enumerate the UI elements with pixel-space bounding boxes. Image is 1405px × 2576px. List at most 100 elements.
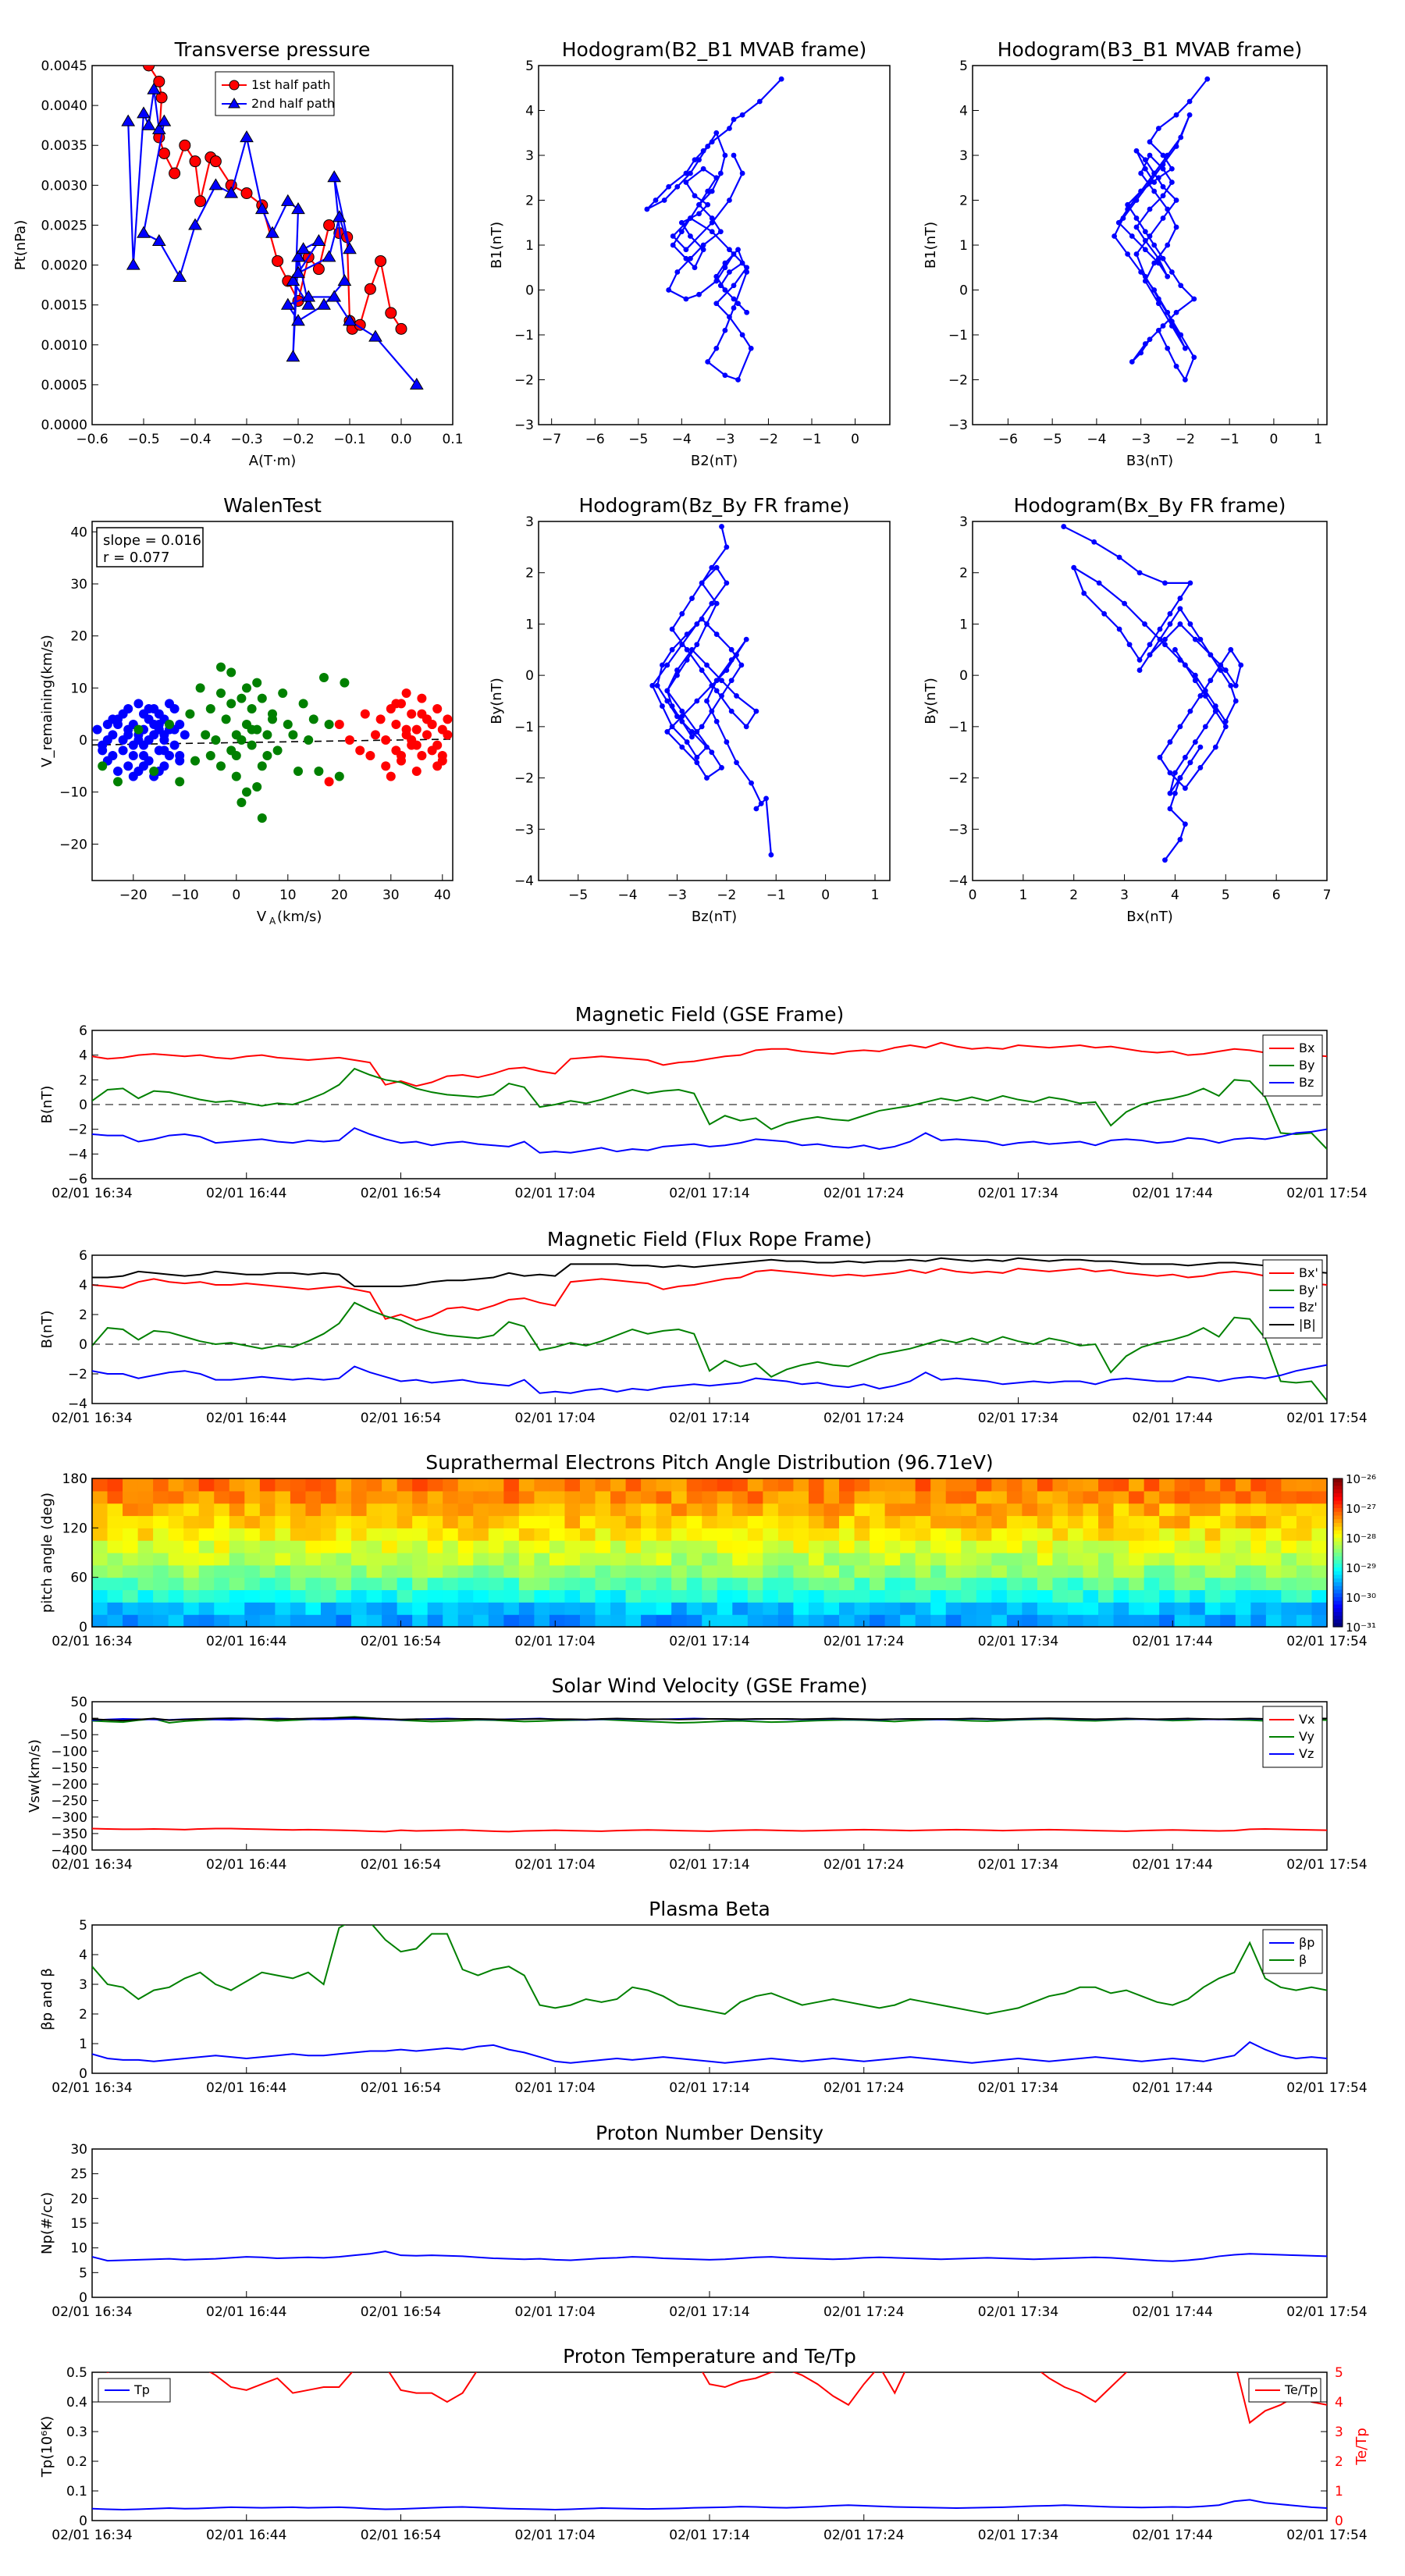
x-tick-label: 02/01 17:14 bbox=[669, 1857, 749, 1873]
heatmap-cell bbox=[686, 1577, 702, 1591]
heatmap-cell bbox=[92, 1515, 108, 1528]
data-point bbox=[334, 720, 344, 729]
heatmap-cell bbox=[123, 1540, 139, 1553]
data-point bbox=[674, 183, 681, 190]
heatmap-cell bbox=[1022, 1503, 1038, 1517]
heatmap-cell bbox=[1159, 1540, 1176, 1553]
heatmap-cell bbox=[320, 1503, 337, 1517]
plot-frame bbox=[972, 521, 1328, 881]
heatmap-cell bbox=[1129, 1614, 1145, 1627]
heatmap-cell bbox=[183, 1577, 200, 1591]
data-point bbox=[1142, 157, 1148, 163]
heatmap-cell bbox=[1067, 1602, 1084, 1615]
panel-vsw: Solar Wind Velocity (GSE Frame)02/01 16:… bbox=[27, 1674, 1368, 1873]
heatmap-cell bbox=[717, 1553, 733, 1566]
data-point bbox=[1147, 152, 1153, 158]
data-point bbox=[688, 170, 693, 176]
colorbar-step bbox=[1333, 1519, 1343, 1524]
heatmap-cell bbox=[443, 1589, 459, 1603]
heatmap-cell bbox=[747, 1589, 763, 1603]
heatmap-cell bbox=[1098, 1602, 1115, 1615]
heatmap-cell bbox=[1190, 1490, 1206, 1504]
heatmap-cell bbox=[777, 1589, 795, 1603]
heatmap-cell bbox=[1220, 1577, 1236, 1591]
data-point bbox=[694, 754, 700, 760]
heatmap-cell bbox=[320, 1515, 337, 1528]
heatmap-cell bbox=[1190, 1553, 1206, 1566]
data-point bbox=[709, 139, 715, 145]
heatmap-cell bbox=[808, 1503, 825, 1517]
data-point bbox=[1133, 251, 1140, 257]
heatmap-cell bbox=[595, 1564, 611, 1578]
heatmap-cell bbox=[183, 1540, 200, 1553]
data-point bbox=[696, 291, 702, 297]
heatmap-cell bbox=[579, 1515, 596, 1528]
data-point bbox=[738, 662, 745, 668]
heatmap-cell bbox=[198, 1490, 215, 1504]
data-point bbox=[298, 699, 308, 709]
plot-area bbox=[1061, 524, 1244, 863]
heatmap-cell bbox=[717, 1614, 733, 1627]
x-tick-label: −0.5 bbox=[127, 432, 159, 447]
heatmap-cell bbox=[976, 1564, 992, 1578]
x-axis-label-sub: A bbox=[269, 916, 276, 927]
heatmap-cell bbox=[336, 1564, 352, 1578]
heatmap-cell bbox=[503, 1490, 520, 1504]
heatmap-cell bbox=[427, 1490, 443, 1504]
data-point bbox=[1187, 621, 1193, 627]
y-tick-label: −2 bbox=[68, 1367, 87, 1382]
heatmap-cell bbox=[1235, 1515, 1251, 1528]
heatmap-cell bbox=[610, 1589, 627, 1603]
heatmap-cell bbox=[945, 1478, 962, 1492]
heatmap-cell bbox=[1281, 1589, 1297, 1603]
heatmap-cell bbox=[244, 1528, 261, 1541]
heatmap-cell bbox=[991, 1614, 1008, 1627]
heatmap-cell bbox=[686, 1515, 702, 1528]
data-point bbox=[371, 730, 380, 740]
heatmap-cell bbox=[671, 1540, 688, 1553]
legend-label: Bz' bbox=[1299, 1300, 1318, 1315]
heatmap-cell bbox=[854, 1614, 870, 1627]
heatmap-cell bbox=[229, 1540, 245, 1553]
data-point bbox=[731, 296, 737, 302]
heatmap-cell bbox=[168, 1602, 184, 1615]
legend-label: Vy bbox=[1299, 1729, 1314, 1744]
heatmap-cell bbox=[1144, 1553, 1160, 1566]
heatmap-cell bbox=[763, 1602, 779, 1615]
heatmap-cell bbox=[808, 1553, 825, 1566]
heatmap-cell bbox=[1098, 1528, 1115, 1541]
heatmap-cell bbox=[686, 1553, 702, 1566]
data-point bbox=[719, 765, 724, 770]
plot-area bbox=[92, 1041, 1327, 1154]
heatmap-cell bbox=[854, 1490, 870, 1504]
heatmap-cell bbox=[1235, 1564, 1251, 1578]
heatmap-cell bbox=[1250, 1614, 1267, 1627]
panel-b_gse: Magnetic Field (GSE Frame)02/01 16:34 02/… bbox=[39, 1003, 1368, 1201]
y-tick-label: −200 bbox=[51, 1777, 87, 1793]
heatmap-cell bbox=[991, 1602, 1008, 1615]
heatmap-cell bbox=[412, 1553, 429, 1566]
y-tick-label: 0.0020 bbox=[41, 258, 87, 274]
data-point bbox=[1133, 197, 1140, 203]
heatmap-cell bbox=[1037, 1564, 1054, 1578]
data-point bbox=[381, 735, 391, 745]
heatmap-cell bbox=[1174, 1490, 1190, 1504]
y-tick-label: −100 bbox=[51, 1744, 87, 1759]
heatmap-cell bbox=[382, 1614, 398, 1627]
data-point bbox=[1202, 693, 1208, 699]
heatmap-cell bbox=[777, 1490, 795, 1504]
heatmap-cell bbox=[1113, 1577, 1129, 1591]
data-point bbox=[1116, 626, 1122, 632]
data-point bbox=[664, 729, 670, 735]
heatmap-cell bbox=[1190, 1589, 1206, 1603]
data-point bbox=[735, 247, 741, 253]
data-point bbox=[700, 242, 706, 248]
heatmap-cell bbox=[153, 1503, 169, 1517]
heatmap-cell bbox=[595, 1515, 611, 1528]
heatmap-cell bbox=[1204, 1540, 1221, 1553]
data-point bbox=[151, 233, 166, 246]
heatmap-cell bbox=[366, 1602, 382, 1615]
data-point bbox=[666, 287, 672, 293]
colorbar-step bbox=[1333, 1571, 1343, 1576]
y-axis-label: By(nT) bbox=[489, 678, 505, 724]
